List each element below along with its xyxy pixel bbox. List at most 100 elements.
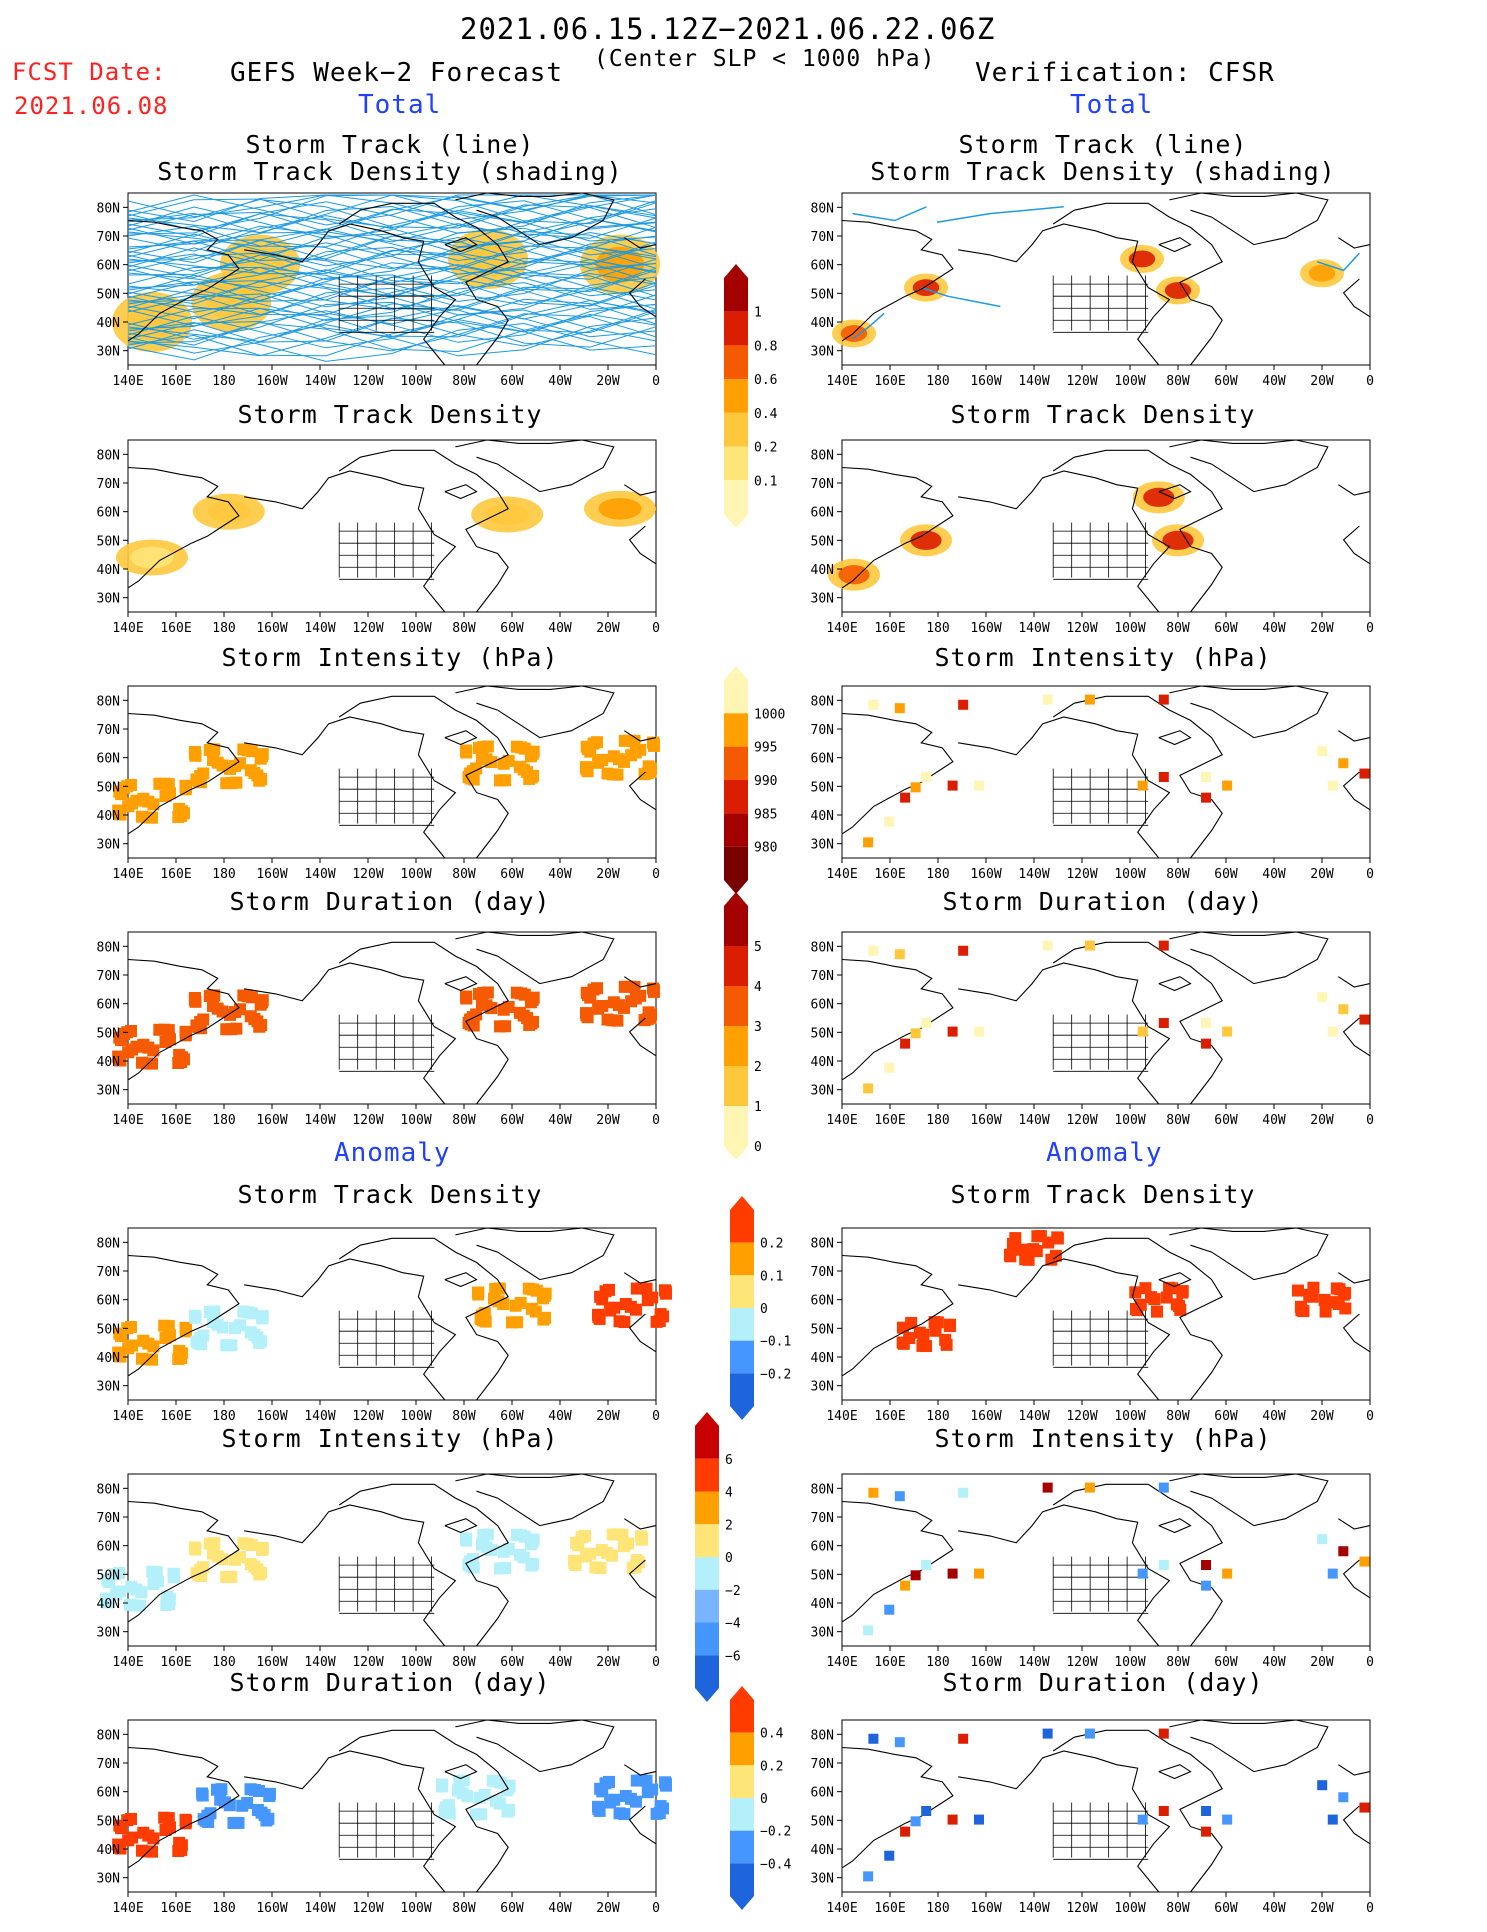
grid-cell (884, 816, 895, 827)
colorbar-segment (730, 1275, 754, 1308)
plot-area: 140E 160E 180 160W 140W 120W 100W 80W 60W 40W 20W 0… (811, 1227, 1374, 1424)
y-tick-label: 40N (811, 316, 834, 331)
coastline (841, 1500, 954, 1623)
x-tick-label: 160W (256, 1409, 287, 1424)
coastline (1342, 771, 1371, 811)
y-tick-label: 50N (97, 1568, 120, 1583)
grid-cell (619, 1298, 632, 1311)
grid-cell (188, 991, 201, 1004)
grid-cell (522, 1282, 535, 1295)
colorbar-segment (730, 1830, 754, 1864)
grid-cell (135, 1352, 148, 1365)
grid-cell (1158, 1482, 1169, 1493)
coastline (127, 219, 240, 342)
colorbar-segment (724, 986, 748, 1026)
x-tick-label: 140W (1018, 621, 1049, 636)
y-tick-label: 40N (811, 1351, 834, 1366)
x-tick-label: 140W (1018, 374, 1049, 389)
panel-title: Storm Track Density (shading) (870, 157, 1336, 186)
grid-cell (194, 1338, 207, 1351)
coastline (1342, 1313, 1371, 1353)
grid-cell (628, 734, 641, 747)
coastline (1342, 1805, 1371, 1845)
grid-cell (135, 1056, 148, 1069)
storm-track (920, 286, 1001, 308)
storm-track (127, 235, 657, 279)
x-tick-label: 160W (970, 1113, 1001, 1128)
grid-cell (647, 739, 660, 752)
storm-track (127, 309, 657, 349)
grid-cell (974, 1814, 984, 1825)
y-tick-label: 50N (97, 1026, 120, 1041)
colorbar-segment (730, 1242, 754, 1276)
colorbar-segment (724, 813, 748, 847)
panel-title: Storm Track Density (237, 1180, 543, 1209)
x-tick-label: 160E (874, 1113, 905, 1128)
plot-frame (127, 931, 657, 1105)
colorbar: 1 0.8 0.6 0.4 0.2 0.1 (724, 264, 778, 528)
colorbar-segment (724, 480, 748, 514)
grid-cell (617, 1540, 630, 1553)
grid-cell (943, 1318, 956, 1331)
period-title: 2021.06.15.12Z−2021.06.22.06Z (460, 12, 996, 46)
colorbar-segment (724, 379, 748, 413)
grid-cell (884, 1850, 895, 1861)
storm-track (1316, 252, 1360, 272)
plot-area: 140E 160E 180 160W 140W 120W 100W 80W 60W 40W 20W 0… (97, 1227, 672, 1424)
x-tick-label: 160E (874, 621, 905, 636)
colorbar-label: −0.2 (760, 1367, 791, 1382)
grid-cell (1158, 1018, 1169, 1028)
grid-cell (592, 756, 605, 769)
colorbar-arrow-top (724, 264, 748, 278)
colorbar-label: 0.8 (754, 339, 777, 354)
grid-cell (1222, 780, 1233, 791)
colorbar-segment (724, 1066, 748, 1106)
colorbar-label: 0 (754, 1140, 762, 1155)
grid-cell (255, 773, 268, 786)
grid-cell (958, 1733, 969, 1744)
grid-cell (604, 1796, 617, 1809)
x-tick-label: 120W (1066, 1901, 1097, 1916)
x-tick-label: 0 (652, 1655, 660, 1670)
panel-title: Storm Intensity (hPa) (934, 643, 1272, 672)
grid-cell (179, 779, 192, 792)
grid-cell (1338, 758, 1349, 769)
grid-cell (863, 1871, 874, 1882)
right-column-title: Verification: CFSR (975, 58, 1275, 88)
y-tick-label: 30N (97, 1626, 120, 1641)
coastline (1158, 730, 1192, 746)
grid-cell (921, 1018, 932, 1028)
colorbar-label: 6 (725, 1453, 733, 1468)
grid-cell (229, 1322, 242, 1335)
y-tick-label: 70N (97, 1757, 120, 1772)
grid-cell (910, 1570, 921, 1581)
colorbar-segment (730, 1373, 754, 1406)
colorbar-arrow-bottom (695, 1688, 719, 1702)
coastline (1052, 695, 1223, 859)
x-tick-label: 20W (596, 867, 620, 882)
coastline (1338, 976, 1371, 988)
coastline (624, 484, 657, 496)
grid-cell (896, 1321, 909, 1334)
grid-cell (230, 776, 243, 789)
grid-cell (644, 765, 657, 778)
colorbar-label: −0.1 (760, 1335, 791, 1350)
x-tick-label: 40W (1262, 621, 1286, 636)
grid-cell (188, 1541, 201, 1554)
grid-cell (654, 1308, 667, 1321)
y-tick-label: 60N (811, 752, 834, 767)
x-tick-label: 80W (1166, 1655, 1190, 1670)
grid-cell (863, 1083, 874, 1094)
x-tick-label: 160W (256, 1655, 287, 1670)
coastline (1052, 1483, 1223, 1647)
grid-cell (177, 1053, 190, 1066)
coastline (1052, 1729, 1223, 1893)
coastline (244, 716, 457, 859)
x-tick-label: 80W (1166, 1113, 1190, 1128)
x-tick-label: 60W (1214, 1655, 1238, 1670)
grid-cell (1292, 1284, 1305, 1297)
x-tick-label: 60W (500, 374, 524, 389)
grid-cell (147, 1340, 160, 1353)
colorbar-label: 3 (754, 1020, 762, 1035)
coastline (1169, 192, 1329, 246)
